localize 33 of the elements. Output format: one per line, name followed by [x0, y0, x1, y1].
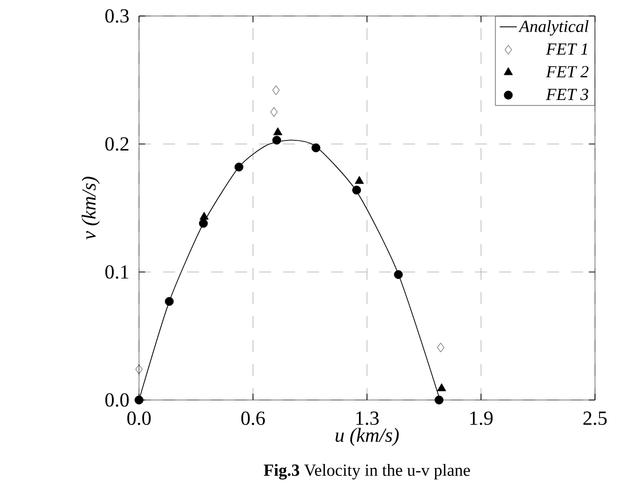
- point: [273, 127, 282, 136]
- x-tick-label: 0.0: [127, 412, 151, 426]
- legend-label: FET 3: [546, 88, 588, 100]
- point: [164, 297, 174, 306]
- point: [437, 342, 444, 352]
- x-tick-label: 1.3: [356, 412, 379, 425]
- x-tick-label: 0.6: [241, 412, 265, 426]
- point: [272, 86, 280, 95]
- y-tick-label: 0.0: [105, 393, 129, 407]
- y-tick-label: 0.2: [105, 137, 128, 151]
- point: [352, 186, 362, 194]
- x-tick-label: 2.5: [583, 412, 607, 425]
- y-axis-title: v (km/s): [82, 176, 100, 240]
- y-tick-label: 0.1: [105, 265, 128, 279]
- point: [272, 136, 282, 145]
- legend-label: FET 1: [546, 43, 587, 55]
- text: Fig.3 Velocity in the u-v plane: [264, 464, 470, 480]
- point: [437, 383, 446, 392]
- y-tick-label: 0.3: [105, 9, 129, 23]
- point: [312, 143, 320, 152]
- x-tick-label: 1.9: [470, 412, 493, 425]
- point: [135, 364, 143, 374]
- legend-label: FET 2: [546, 66, 588, 78]
- point: [394, 270, 403, 279]
- legend-label: Analytical: [518, 20, 588, 36]
- point: [270, 107, 278, 117]
- point: [434, 396, 444, 404]
- point: [234, 162, 244, 172]
- point: [134, 396, 144, 404]
- point: [198, 218, 208, 228]
- point: [354, 176, 364, 184]
- x-axis-title: u (km/s): [336, 428, 399, 446]
- point: [200, 212, 209, 220]
